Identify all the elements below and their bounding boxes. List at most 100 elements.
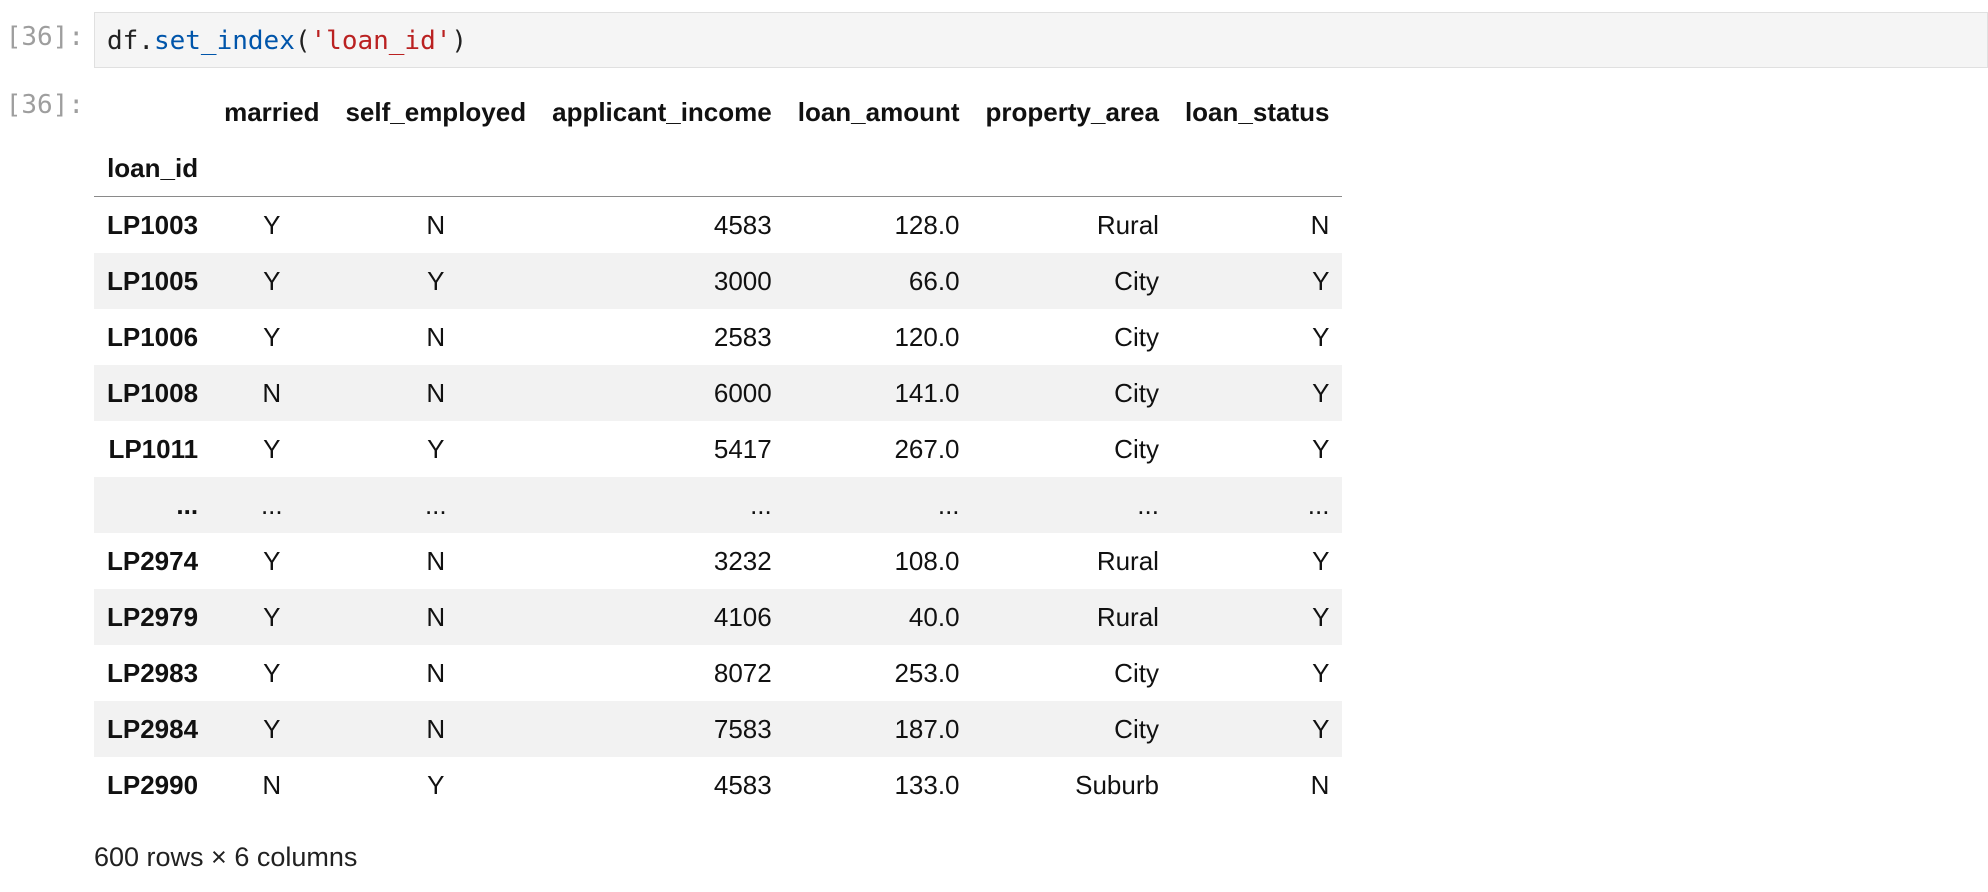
table-cell: Y: [263, 321, 281, 352]
code-obj: df: [107, 26, 139, 56]
table-cell: N: [426, 657, 446, 688]
row-index-label: LP2990: [107, 769, 199, 800]
table-body: LP1003 Y N 4583 128.0 Rural N LP1005 Y Y 3000 66.0 C…: [94, 197, 1343, 814]
table-cell: ...: [1307, 489, 1330, 520]
table-cell: N: [426, 209, 446, 240]
table-cell: 8072: [713, 657, 772, 688]
table-cell: 253.0: [894, 657, 960, 688]
table-row: LP2983 Y N 8072 253.0 City Y: [94, 645, 1342, 701]
column-header: loan_amount: [797, 96, 960, 127]
table-cell: Y: [263, 601, 281, 632]
table-cell: Y: [427, 769, 445, 800]
code-method: set_index: [153, 26, 295, 56]
table-row: LP2974 Y N 3232 108.0 Rural Y: [94, 533, 1342, 589]
row-index-label: ...: [176, 489, 199, 520]
table-row: LP1008 N N 6000 141.0 City Y: [94, 365, 1343, 421]
table-cell: City: [1114, 433, 1159, 464]
table-cell: ...: [750, 489, 772, 520]
table-cell: ...: [260, 489, 283, 520]
cell-output: married self_employed applicant_income l…: [94, 84, 1343, 814]
column-header: property_area: [985, 96, 1159, 127]
code-string-arg: 'loan_id': [310, 26, 452, 56]
table-cell: City: [1114, 657, 1159, 688]
column-header: loan_status: [1184, 96, 1330, 127]
row-index-label: LP2974: [107, 545, 199, 576]
table-cell: 133.0: [894, 769, 960, 800]
table-cell: N: [1310, 209, 1330, 240]
table-cell: 3232: [713, 545, 772, 576]
row-index-label: LP1005: [107, 265, 199, 296]
table-cell: City: [1114, 265, 1159, 296]
row-index-label: LP1011: [108, 433, 199, 464]
table-cell: N: [262, 769, 282, 800]
table-row: LP1005 Y Y 3000 66.0 City Y: [94, 253, 1343, 309]
table-cell: 40.0: [908, 601, 960, 632]
table-cell: 128.0: [894, 209, 960, 240]
input-prompt: [36]:: [5, 22, 84, 52]
row-index-label: LP2979: [107, 601, 199, 632]
table-cell: 5417: [713, 433, 772, 464]
table-cell: Rural: [1096, 209, 1159, 240]
row-index-label: LP1003: [107, 209, 199, 240]
dataframe-table: married self_employed applicant_income l…: [94, 84, 1343, 814]
column-header: self_employed: [345, 96, 527, 127]
table-row: LP1011 Y Y 5417 267.0 City Y: [94, 421, 1342, 477]
table-cell: N: [426, 377, 446, 408]
table-cell: N: [1310, 769, 1330, 800]
table-cell: Y: [427, 433, 445, 464]
table-cell: N: [426, 601, 446, 632]
table-cell: ...: [937, 489, 960, 520]
code-dot: .: [138, 26, 154, 56]
table-cell: 4583: [713, 209, 772, 240]
table-cell: City: [1114, 321, 1159, 352]
index-name-row: loan_id: [94, 140, 1343, 197]
table-cell: 187.0: [894, 713, 960, 744]
corner-cell: [94, 84, 211, 140]
table-cell: N: [426, 321, 446, 352]
row-index-label: LP2983: [107, 657, 199, 688]
table-cell: ...: [1137, 489, 1159, 520]
table-cell: Y: [1312, 545, 1330, 576]
row-index-label: LP2984: [107, 713, 199, 744]
table-row: LP1003 Y N 4583 128.0 Rural N: [94, 197, 1342, 254]
table-row: LP2979 Y N 4106 40.0 Rural Y: [94, 589, 1343, 645]
column-header: applicant_income: [552, 96, 772, 127]
table-cell: Rural: [1096, 545, 1159, 576]
code-cell-editor[interactable]: df.set_index('loan_id'): [94, 12, 1988, 68]
table-cell: N: [262, 377, 282, 408]
table-cell: Y: [263, 657, 281, 688]
output-prompt: [36]:: [5, 90, 84, 120]
table-cell: Y: [1312, 433, 1330, 464]
table-cell: Y: [263, 545, 281, 576]
table-cell: Y: [1312, 377, 1330, 408]
table-cell: 120.0: [894, 321, 960, 352]
index-name-header: loan_id: [94, 140, 212, 197]
table-cell: Y: [1312, 265, 1330, 296]
table-cell: 267.0: [894, 433, 960, 464]
row-index-label: LP1008: [107, 377, 199, 408]
table-cell: Y: [1312, 321, 1330, 352]
table-cell: 66.0: [908, 265, 960, 296]
table-cell: N: [426, 545, 446, 576]
table-cell: 108.0: [894, 545, 960, 576]
table-cell: Y: [1312, 713, 1330, 744]
dataframe-shape-summary: 600 rows × 6 columns: [94, 842, 358, 872]
table-cell: 141.0: [894, 377, 960, 408]
column-header: married: [224, 96, 320, 127]
column-header-row: married self_employed applicant_income l…: [94, 84, 1342, 140]
table-row: LP2984 Y N 7583 187.0 City Y: [94, 701, 1343, 757]
table-cell: 6000: [713, 377, 772, 408]
code-close-paren: ): [451, 26, 468, 56]
table-cell: 7583: [713, 713, 772, 744]
table-cell: 4583: [713, 769, 772, 800]
table-cell: Y: [263, 265, 281, 296]
table-cell: Y: [1312, 601, 1330, 632]
code-open-paren: (: [294, 26, 311, 56]
table-cell: Suburb: [1075, 769, 1159, 800]
table-row: .....................: [94, 477, 1343, 533]
table-cell: ...: [424, 489, 447, 520]
table-cell: 3000: [713, 265, 772, 296]
table-cell: Y: [1312, 657, 1330, 688]
table-cell: Rural: [1096, 601, 1159, 632]
table-cell: City: [1114, 377, 1159, 408]
